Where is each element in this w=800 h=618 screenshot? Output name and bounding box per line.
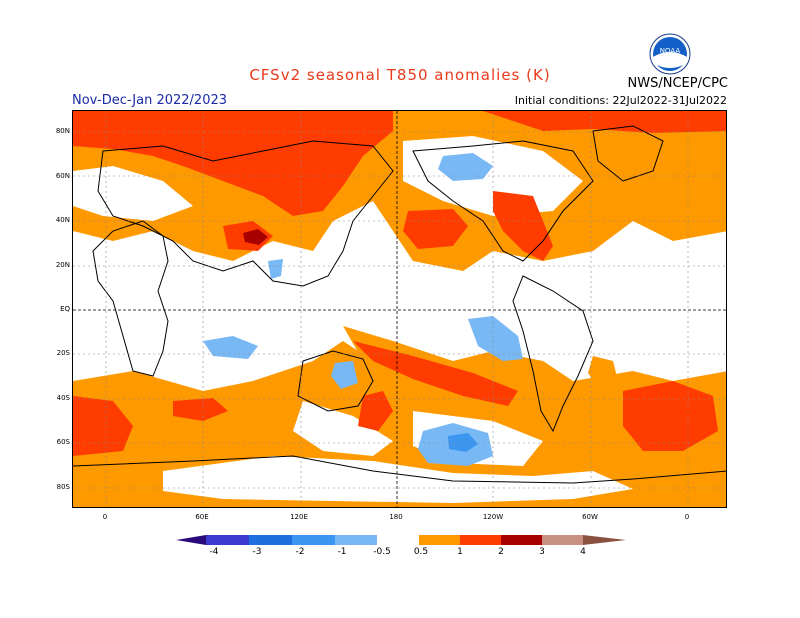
colorbar-label: 1 [457, 547, 463, 557]
colorbar-label: -1 [337, 547, 347, 557]
graticule [73, 111, 726, 507]
colorbar-segment [377, 535, 419, 545]
lat-label: 60S [56, 438, 70, 446]
initial-conditions: Initial conditions: 22Jul2022-31Jul2022 [514, 94, 727, 107]
strong-positive-regions [73, 111, 726, 456]
noaa-logo-text: NOAA [660, 47, 681, 55]
lon-label: 0 [684, 513, 690, 521]
forecast-period: Nov-Dec-Jan 2022/2023 [72, 93, 228, 108]
colorbar-label: -3 [252, 547, 262, 557]
colorbar-segment [292, 535, 335, 545]
colorbar [176, 532, 626, 552]
lon-label: 180 [389, 513, 403, 521]
positive-anomaly-regions [73, 111, 726, 507]
very-strong-positive-regions [243, 229, 268, 245]
colorbar-segment [249, 535, 292, 545]
colorbar-label: 3 [539, 547, 545, 557]
agency-label: NWS/NCEP/CPC [627, 76, 728, 91]
colorbar-segment [335, 535, 377, 545]
lon-label: 120E [290, 513, 308, 521]
chart-title: CFSv2 seasonal T850 anomalies (K) [249, 66, 551, 84]
colorbar-segment [501, 535, 542, 545]
colorbar-segment [583, 535, 626, 545]
lat-label: EQ [60, 305, 70, 313]
lon-label: 60E [195, 513, 209, 521]
colorbar-label: -2 [295, 547, 305, 557]
colorbar-label: 2 [498, 547, 504, 557]
lon-label: 120W [482, 513, 504, 521]
lat-label: 80S [56, 483, 70, 491]
lat-label: 80N [55, 127, 70, 135]
equator-dateline [73, 111, 726, 507]
lat-label: 60N [55, 172, 70, 180]
colorbar-segment [460, 535, 501, 545]
anomaly-map [72, 110, 727, 508]
colorbar-segment [206, 535, 249, 545]
colorbar-label: -0.5 [373, 547, 391, 557]
lat-label: 40S [56, 394, 70, 402]
colorbar-label: -4 [209, 547, 219, 557]
lat-label: 20S [56, 349, 70, 357]
colorbar-label: 0.5 [413, 547, 429, 557]
noaa-logo-icon: NOAA [649, 33, 691, 75]
colorbar-label: 4 [580, 547, 586, 557]
moderate-negative-region [448, 433, 478, 452]
colorbar-segment [419, 535, 460, 545]
colorbar-segment [176, 535, 206, 545]
lon-label: 0 [102, 513, 108, 521]
coastlines [73, 125, 726, 484]
lat-label: 40N [55, 216, 70, 224]
lon-label: 60W [582, 513, 598, 521]
lat-label: 20N [55, 261, 70, 269]
colorbar-segment [542, 535, 583, 545]
